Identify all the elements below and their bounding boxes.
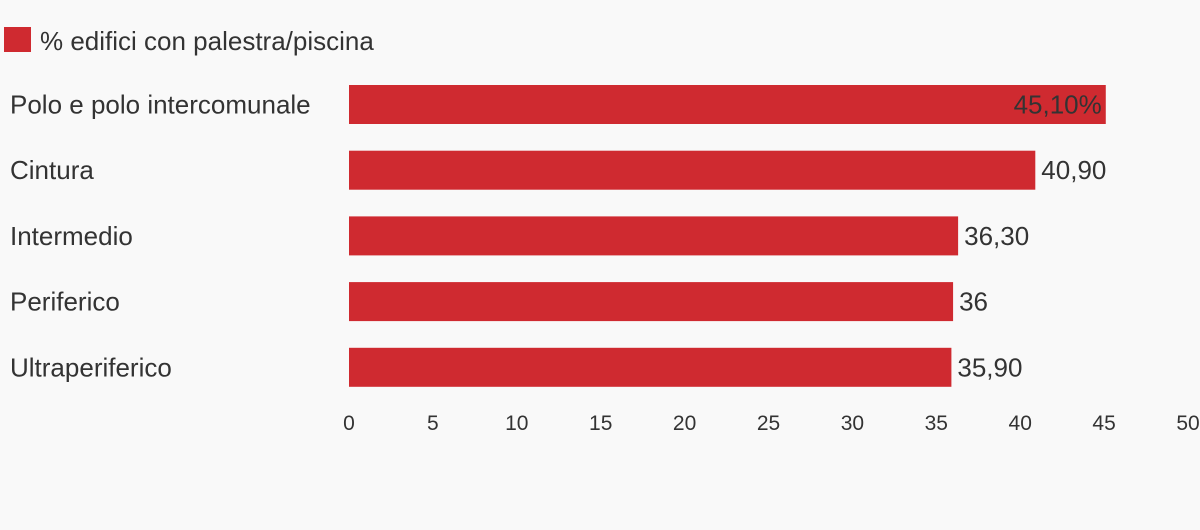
category-label: Periferico — [10, 287, 120, 317]
x-axis: 0 5 10 15 20 25 30 35 40 45 50 — [343, 412, 1200, 435]
value-label: 36 — [959, 287, 988, 317]
legend-swatch — [4, 27, 31, 52]
bars — [349, 85, 1106, 387]
value-label: 40,90 — [1041, 155, 1106, 185]
value-label: 35,90 — [957, 352, 1022, 382]
x-tick-label: 10 — [505, 412, 528, 435]
x-tick-label: 30 — [841, 412, 864, 435]
value-labels: 45,10% 40,90 36,30 36 35,90 — [957, 90, 1106, 383]
category-label: Cintura — [10, 155, 94, 185]
bar — [349, 150, 1036, 190]
x-tick-label: 25 — [757, 412, 780, 435]
category-label: Polo e polo intercomunale — [10, 90, 311, 120]
bar — [349, 216, 959, 256]
legend-label: % edifici con palestra/piscina — [40, 26, 374, 56]
x-tick-label: 40 — [1009, 412, 1032, 435]
x-tick-label: 20 — [673, 412, 696, 435]
legend: % edifici con palestra/piscina — [4, 26, 374, 56]
category-label: Ultraperiferico — [10, 352, 172, 382]
x-tick-label: 35 — [925, 412, 948, 435]
value-label: 45,10% — [1014, 90, 1102, 120]
x-tick-label: 15 — [589, 412, 612, 435]
value-label: 36,30 — [964, 221, 1029, 251]
category-labels: Polo e polo intercomunale Cintura Intermed… — [10, 90, 311, 383]
bar — [349, 85, 1106, 124]
bar — [349, 347, 952, 387]
x-tick-label: 50 — [1176, 412, 1199, 435]
x-tick-label: 0 — [343, 412, 355, 435]
category-label: Intermedio — [10, 221, 133, 251]
x-tick-label: 45 — [1092, 412, 1115, 435]
x-tick-label: 5 — [427, 412, 439, 435]
bar — [349, 282, 954, 322]
